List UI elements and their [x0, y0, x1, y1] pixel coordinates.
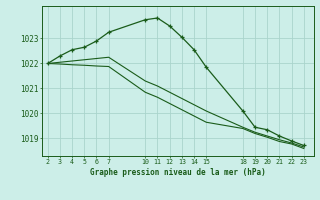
X-axis label: Graphe pression niveau de la mer (hPa): Graphe pression niveau de la mer (hPa)	[90, 168, 266, 177]
